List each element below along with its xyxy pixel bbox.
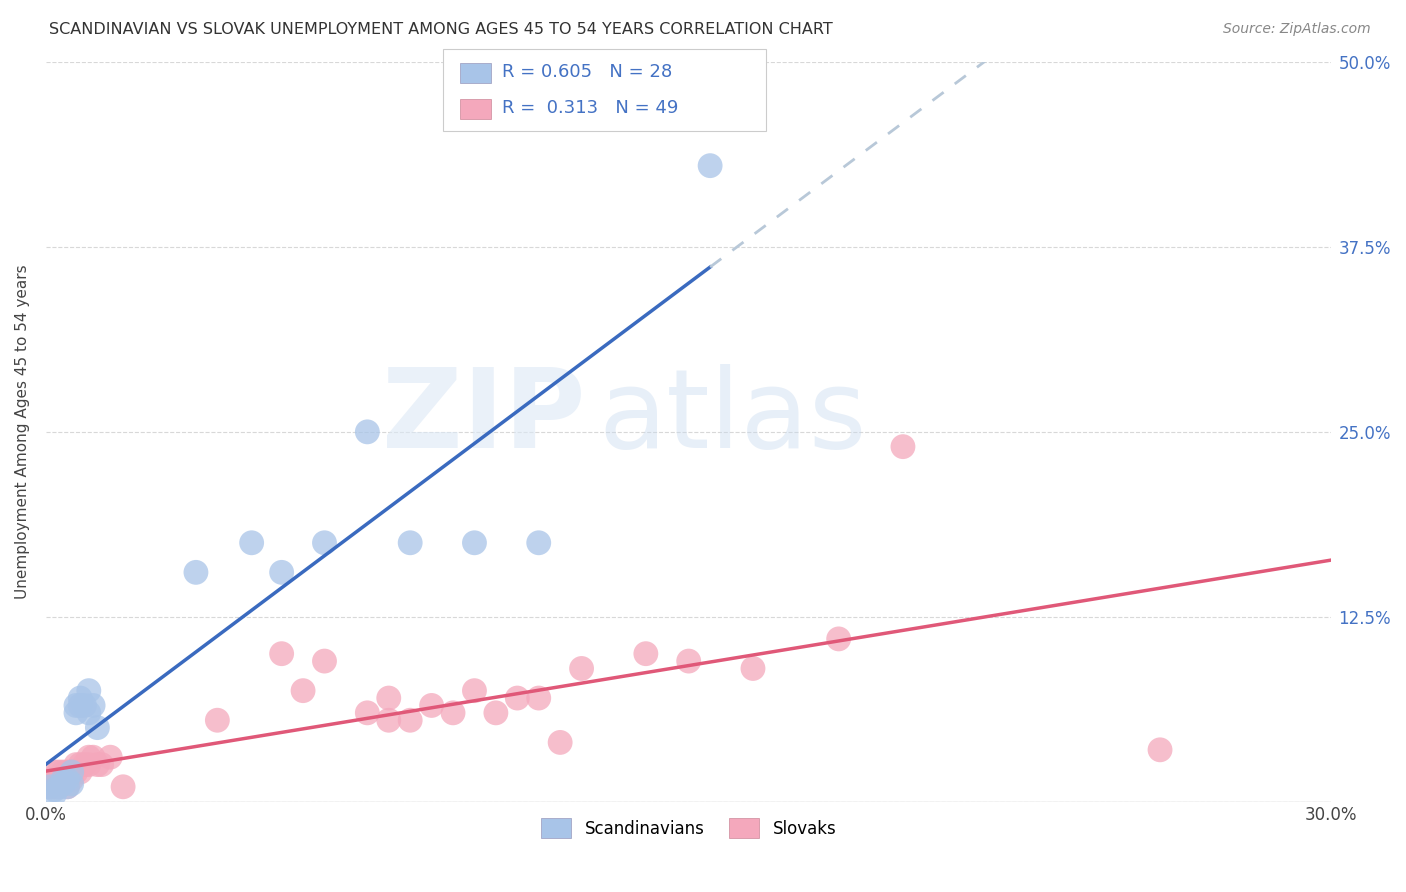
Point: [634, 647, 657, 661]
Point: [60, 777, 83, 791]
Point: [98, 750, 121, 764]
Point: [52, 772, 75, 787]
Point: [69, 757, 91, 772]
Point: [571, 661, 593, 675]
Point: [378, 713, 401, 727]
Point: [86, 757, 108, 772]
Point: [356, 425, 378, 439]
Point: [39, 772, 62, 787]
Point: [270, 647, 292, 661]
Point: [82, 750, 104, 764]
Point: [292, 683, 315, 698]
Point: [69, 691, 91, 706]
Point: [48, 780, 70, 794]
Point: [65, 698, 87, 713]
Point: [527, 535, 550, 549]
Point: [77, 683, 100, 698]
Text: R =  0.313   N = 49: R = 0.313 N = 49: [502, 99, 678, 117]
Point: [678, 654, 700, 668]
Point: [60, 764, 83, 779]
Point: [69, 698, 91, 713]
Point: [52, 772, 75, 787]
Point: [44, 780, 66, 794]
Point: [39, 780, 62, 794]
Point: [48, 764, 70, 779]
Point: [184, 566, 207, 580]
Point: [699, 159, 721, 173]
Point: [39, 780, 62, 794]
Point: [399, 713, 422, 727]
Point: [742, 661, 765, 675]
Point: [56, 764, 79, 779]
Y-axis label: Unemployment Among Ages 45 to 54 years: Unemployment Among Ages 45 to 54 years: [15, 265, 30, 599]
Point: [356, 706, 378, 720]
Point: [527, 691, 550, 706]
Point: [399, 535, 422, 549]
Point: [69, 764, 91, 779]
Point: [56, 772, 79, 787]
Point: [314, 535, 336, 549]
Point: [378, 691, 401, 706]
Point: [48, 780, 70, 794]
Point: [270, 566, 292, 580]
Point: [420, 698, 443, 713]
Point: [60, 764, 83, 779]
Point: [65, 764, 87, 779]
Point: [112, 780, 135, 794]
Point: [52, 777, 75, 791]
Point: [506, 691, 529, 706]
Point: [240, 535, 263, 549]
Point: [441, 706, 464, 720]
Point: [82, 698, 104, 713]
Point: [891, 440, 914, 454]
Point: [314, 654, 336, 668]
Point: [1149, 743, 1171, 757]
Point: [77, 757, 100, 772]
Legend: Scandinavians, Slovaks: Scandinavians, Slovaks: [534, 812, 844, 845]
Text: ZIP: ZIP: [382, 364, 586, 471]
Point: [90, 757, 112, 772]
Point: [207, 713, 229, 727]
Point: [86, 721, 108, 735]
Point: [65, 757, 87, 772]
Text: Source: ZipAtlas.com: Source: ZipAtlas.com: [1223, 22, 1371, 37]
Point: [44, 772, 66, 787]
Point: [77, 750, 100, 764]
Point: [77, 706, 100, 720]
Point: [463, 683, 485, 698]
Point: [48, 772, 70, 787]
Text: atlas: atlas: [599, 364, 868, 471]
Point: [44, 764, 66, 779]
Point: [56, 780, 79, 794]
Point: [56, 780, 79, 794]
Point: [73, 757, 96, 772]
Text: SCANDINAVIAN VS SLOVAK UNEMPLOYMENT AMONG AGES 45 TO 54 YEARS CORRELATION CHART: SCANDINAVIAN VS SLOVAK UNEMPLOYMENT AMON…: [49, 22, 832, 37]
Point: [73, 698, 96, 713]
Point: [463, 535, 485, 549]
Text: R = 0.605   N = 28: R = 0.605 N = 28: [502, 63, 672, 81]
Point: [485, 706, 508, 720]
Point: [827, 632, 849, 646]
Point: [65, 706, 87, 720]
Point: [44, 787, 66, 801]
Point: [548, 735, 571, 749]
Point: [44, 782, 66, 797]
Point: [52, 764, 75, 779]
Point: [60, 772, 83, 787]
Point: [56, 772, 79, 787]
